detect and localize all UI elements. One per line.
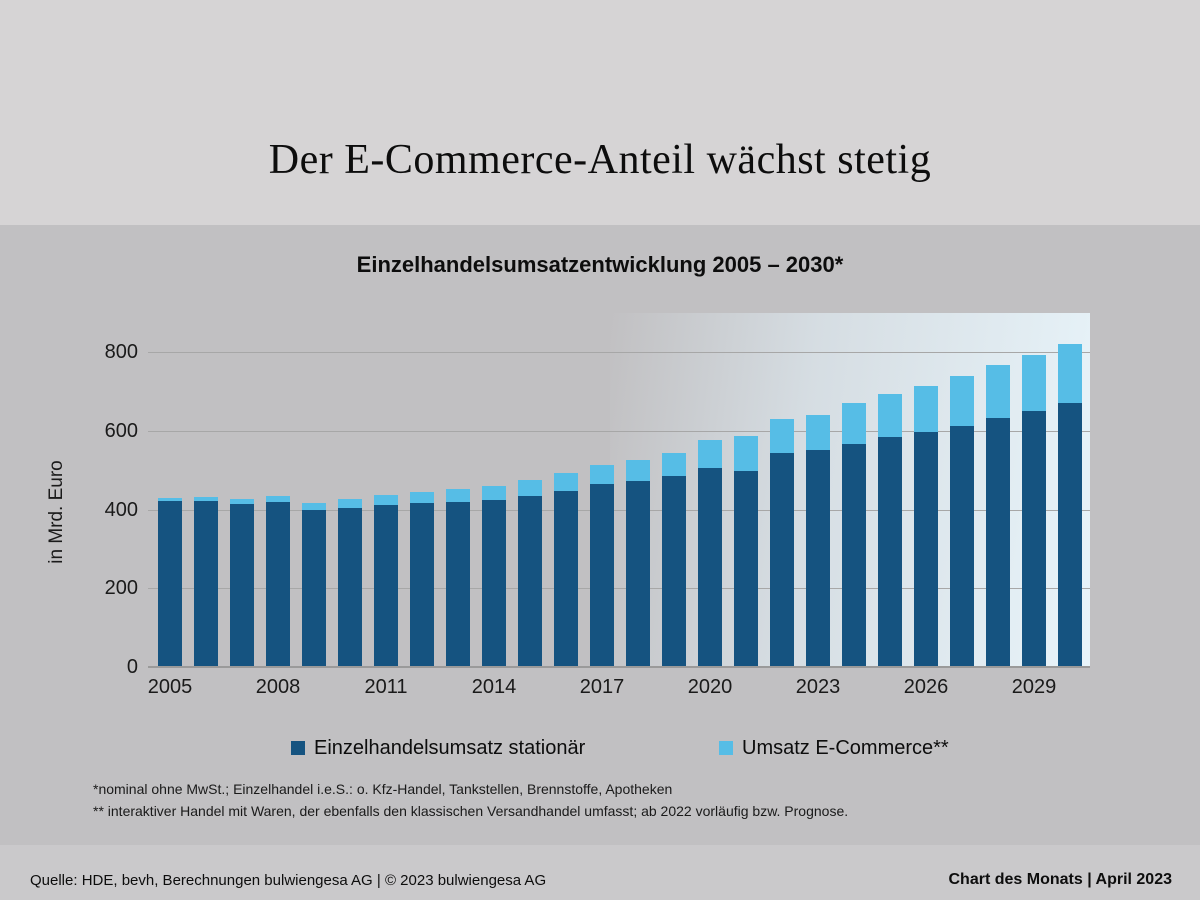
gridline-200 (148, 588, 1090, 590)
bar-2005-stationaer (158, 501, 182, 667)
bar-2010-ecommerce (338, 498, 362, 508)
bar-2021-stationaer (734, 471, 758, 667)
bar-2009-ecommerce (302, 502, 326, 510)
bar-2015-stationaer (518, 495, 542, 667)
bar-2014-ecommerce (482, 486, 506, 501)
bar-2016-stationaer (554, 491, 578, 667)
footer-chart-des-monats: Chart des Monats | April 2023 (948, 871, 1173, 888)
page-title: Der E-Commerce-Anteil wächst stetig (268, 137, 932, 183)
footer-source: Quelle: HDE, bevh, Berechnungen bulwieng… (30, 872, 547, 889)
bar-2029-ecommerce (1022, 355, 1046, 412)
x-axis-line (148, 666, 1090, 668)
bar-2014-stationaer (482, 500, 506, 667)
bar-2025-ecommerce (878, 394, 902, 437)
bar-2030-stationaer (1058, 403, 1082, 667)
legend-label-stationaer: Einzelhandelsumsatz stationär (314, 736, 586, 759)
legend-item-stationaer: Einzelhandelsumsatz stationär (291, 736, 586, 759)
x-tick-label-2014: 2014 (471, 676, 517, 698)
bar-2008-ecommerce (266, 496, 290, 503)
gridline-800 (148, 352, 1090, 354)
legend-item-ecommerce: Umsatz E-Commerce** (719, 736, 949, 759)
bar-2023-stationaer (806, 450, 830, 667)
y-tick-label-200: 200 (104, 577, 138, 600)
plot-area (148, 313, 1090, 668)
y-tick-label-400: 400 (104, 498, 138, 521)
bar-2028-stationaer (986, 418, 1010, 667)
bar-2017-stationaer (590, 484, 614, 667)
bar-2024-stationaer (842, 443, 866, 667)
bar-2024-ecommerce (842, 403, 866, 444)
legend-swatch-ecommerce-icon (719, 741, 733, 755)
gridline-400 (148, 509, 1090, 511)
footnote-2: ** interaktiver Handel mit Waren, der eb… (93, 803, 849, 819)
bar-2010-stationaer (338, 507, 362, 667)
bar-2011-ecommerce (374, 495, 398, 505)
x-tick-label-2023: 2023 (795, 676, 841, 698)
bar-2011-stationaer (374, 504, 398, 667)
bars-layer (148, 313, 1090, 667)
bar-2019-ecommerce (662, 453, 686, 477)
bar-2029-stationaer (1022, 411, 1046, 667)
bar-2027-ecommerce (950, 375, 974, 426)
bar-2016-ecommerce (554, 472, 578, 492)
bar-2022-ecommerce (770, 419, 794, 453)
bar-2021-ecommerce (734, 435, 758, 472)
x-tick-label-2026: 2026 (903, 676, 949, 698)
y-tick-label-0: 0 (126, 656, 138, 678)
bar-2008-stationaer (266, 502, 290, 667)
bar-2013-stationaer (446, 502, 470, 667)
bar-2006-stationaer (194, 500, 218, 667)
x-tick-label-2005: 2005 (147, 676, 193, 698)
chart-title: Einzelhandelsumsatzentwicklung 2005 – 20… (356, 252, 844, 277)
bar-2006-ecommerce (194, 496, 218, 501)
bar-2007-stationaer (230, 504, 254, 667)
legend-swatch-stationaer-icon (291, 741, 305, 755)
bar-2012-stationaer (410, 502, 434, 667)
footnote-1: *nominal ohne MwSt.; Einzelhandel i.e.S.… (93, 781, 673, 797)
bar-2023-ecommerce (806, 414, 830, 451)
bar-2030-ecommerce (1058, 344, 1082, 404)
legend-label-ecommerce: Umsatz E-Commerce** (742, 736, 949, 759)
footer-band (0, 845, 1200, 900)
bar-2015-ecommerce (518, 480, 542, 496)
bar-2005-ecommerce (158, 498, 182, 502)
bar-2012-ecommerce (410, 491, 434, 503)
bar-2019-stationaer (662, 476, 686, 667)
x-tick-label-2008: 2008 (255, 676, 301, 698)
x-tick-label-2029: 2029 (1011, 676, 1057, 698)
bar-2020-stationaer (698, 467, 722, 667)
gridline-600 (148, 431, 1090, 432)
bar-2007-ecommerce (230, 499, 254, 505)
bar-2028-ecommerce (986, 364, 1010, 419)
bar-2027-stationaer (950, 425, 974, 667)
bar-2025-stationaer (878, 436, 902, 667)
bar-2017-ecommerce (590, 464, 614, 485)
x-tick-label-2011: 2011 (364, 676, 408, 698)
bar-2020-ecommerce (698, 440, 722, 468)
bar-2018-stationaer (626, 480, 650, 667)
header-band (0, 0, 1200, 225)
y-tick-label-600: 600 (104, 420, 138, 442)
bar-2009-stationaer (302, 509, 326, 667)
y-tick-label-800: 800 (104, 341, 138, 364)
bar-2026-stationaer (914, 432, 938, 667)
x-tick-label-2020: 2020 (687, 676, 733, 698)
bar-2022-stationaer (770, 452, 794, 667)
bar-2018-ecommerce (626, 459, 650, 481)
bar-2026-ecommerce (914, 386, 938, 433)
x-tick-label-2017: 2017 (579, 676, 625, 698)
bar-2013-ecommerce (446, 489, 470, 503)
